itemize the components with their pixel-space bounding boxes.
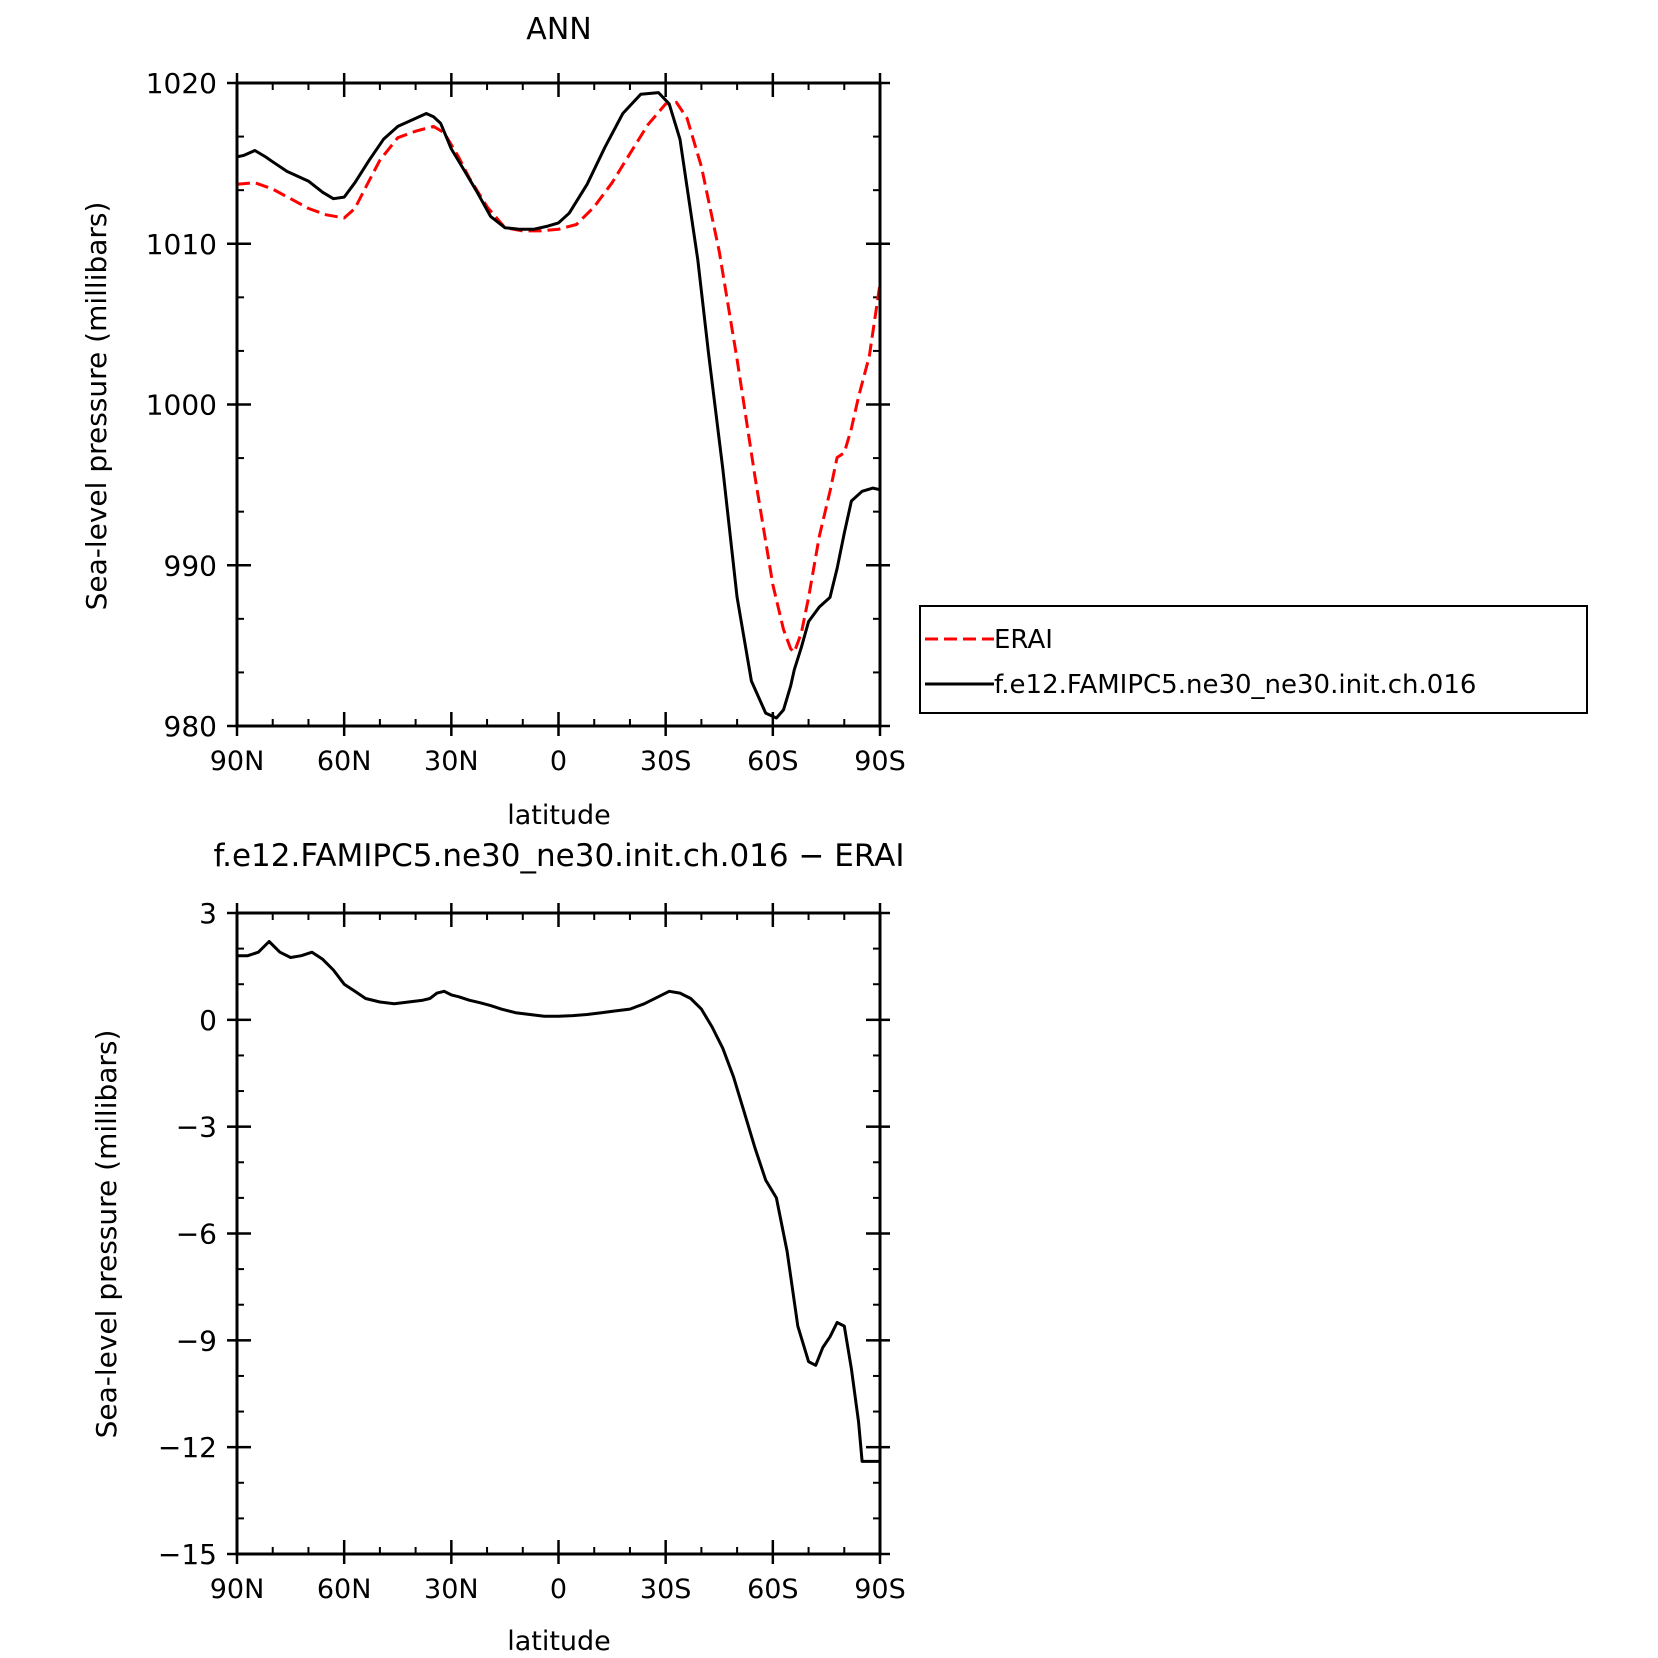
top-xtick-label: 30N: [424, 746, 479, 777]
legend: ERAI f.e12.FAMIPC5.ne30_ne30.init.ch.016: [919, 605, 1588, 714]
bottom-ytick-label: −15: [158, 1538, 217, 1571]
bottom-chart-title: f.e12.FAMIPC5.ne30_ne30.init.ch.016 − ER…: [213, 838, 904, 874]
top-series-group: [236, 91, 882, 720]
top-xtick-label: 90S: [854, 746, 906, 777]
bottom-xtick-label: 30S: [640, 1574, 692, 1605]
top-tick-labels: 90N 60N 30N 0 30S 60S 90S 980 990 1000 1010 1020: [146, 67, 906, 777]
top-panel: ANN Sea-level pressure (millibars) latit…: [80, 12, 906, 831]
bottom-ytick-label: −3: [176, 1111, 217, 1144]
top-xtick-label: 60S: [747, 746, 799, 777]
bottom-xtick-label: 60S: [747, 1574, 799, 1605]
bottom-xtick-label: 30N: [424, 1574, 479, 1605]
bottom-axis-ticks: [227, 903, 890, 1564]
bottom-xtick-label: 90S: [854, 1574, 906, 1605]
top-ytick-label: 990: [164, 549, 217, 582]
top-chart-title: ANN: [526, 12, 591, 47]
top-series-line-0: [236, 100, 882, 654]
bottom-ytick-label: −6: [176, 1218, 217, 1251]
top-axis-ticks: [227, 73, 890, 736]
bottom-xtick-label: 60N: [317, 1574, 372, 1605]
legend-box: [919, 605, 1588, 714]
top-y-axis-label: Sea-level pressure (millibars): [80, 202, 113, 611]
bottom-series-group: [237, 940, 880, 1463]
bottom-x-axis-label: latitude: [507, 1626, 611, 1657]
legend-label-erai: ERAI: [994, 625, 1053, 655]
top-xtick-label: 30S: [640, 746, 692, 777]
bottom-plot-frame: [235, 911, 882, 1556]
top-series-line-1: [236, 91, 881, 720]
top-plot-frame: [235, 81, 882, 728]
bottom-xtick-label: 90N: [210, 1574, 265, 1605]
top-x-axis-label: latitude: [507, 800, 611, 831]
bottom-y-axis-label: Sea-level pressure (millibars): [90, 1030, 123, 1439]
bottom-xtick-label: 0: [550, 1574, 567, 1605]
top-xtick-label: 60N: [317, 746, 372, 777]
top-ytick-label: 1020: [146, 67, 217, 100]
top-xtick-label: 90N: [210, 746, 265, 777]
bottom-ytick-label: −9: [176, 1324, 217, 1357]
bottom-series-line-0: [237, 940, 880, 1463]
top-xtick-label: 0: [550, 746, 567, 777]
top-ytick-label: 1010: [146, 228, 217, 261]
bottom-ytick-label: 0: [199, 1004, 217, 1037]
bottom-panel: f.e12.FAMIPC5.ne30_ne30.init.ch.016 − ER…: [90, 838, 906, 1657]
legend-label-model: f.e12.FAMIPC5.ne30_ne30.init.ch.016: [994, 670, 1476, 700]
bottom-ytick-label: 3: [199, 897, 217, 930]
top-ytick-label: 1000: [146, 389, 217, 422]
bottom-ytick-label: −12: [158, 1431, 217, 1464]
bottom-tick-labels: 90N 60N 30N 0 30S 60S 90S −15 −12 −9 −6 −3 0 3: [158, 897, 906, 1605]
top-ytick-label: 980: [164, 710, 217, 743]
